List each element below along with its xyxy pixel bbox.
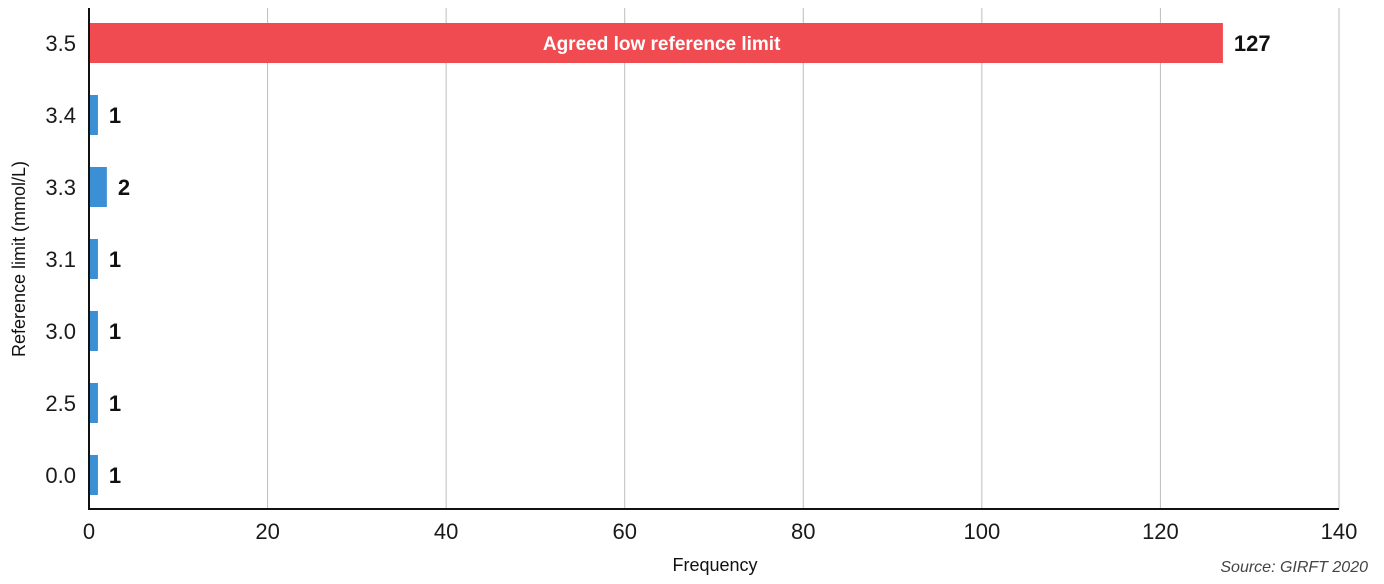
bar-3.0: [89, 311, 98, 351]
y-category-label-0.0: 0.0: [45, 463, 76, 488]
x-tick-label-100: 100: [963, 519, 1000, 544]
value-label-2.5: 1: [109, 391, 121, 416]
x-tick-label-0: 0: [83, 519, 95, 544]
x-tick-label-140: 140: [1321, 519, 1358, 544]
bar-annotation-label: Agreed low reference limit: [543, 34, 781, 55]
value-label-3.0: 1: [109, 319, 121, 344]
x-tick-label-80: 80: [791, 519, 815, 544]
value-label-3.5: 127: [1234, 31, 1271, 56]
bar-3.4: [89, 95, 98, 135]
bar-3.5: [89, 23, 1223, 63]
x-tick-label-60: 60: [612, 519, 636, 544]
x-tick-label-120: 120: [1142, 519, 1179, 544]
x-tick-label-40: 40: [434, 519, 458, 544]
bar-3.1: [89, 239, 98, 279]
axes: [88, 8, 1339, 510]
x-axis-title: Frequency: [672, 555, 757, 575]
y-category-label-3.4: 3.4: [45, 103, 76, 128]
value-label-0.0: 1: [109, 463, 121, 488]
bars: [89, 23, 1223, 495]
y-category-label-3.5: 3.5: [45, 31, 76, 56]
value-label-3.4: 1: [109, 103, 121, 128]
bar-3.3: [89, 167, 107, 207]
y-category-label-3.3: 3.3: [45, 175, 76, 200]
labels: 0 20 40 60 80 100 120 140 3.5 127 Agreed low refer…: [45, 31, 1357, 544]
y-category-label-3.0: 3.0: [45, 319, 76, 344]
y-category-label-2.5: 2.5: [45, 391, 76, 416]
bar-2.5: [89, 383, 98, 423]
x-tick-label-20: 20: [255, 519, 279, 544]
value-label-3.1: 1: [109, 247, 121, 272]
y-category-label-3.1: 3.1: [45, 247, 76, 272]
value-label-3.3: 2: [118, 175, 130, 200]
source-note: Source: GIRFT 2020: [1220, 559, 1368, 576]
y-axis-title: Reference limit (mmol/L): [9, 161, 29, 357]
gridlines: [267, 8, 1340, 509]
bar-0.0: [89, 455, 98, 495]
